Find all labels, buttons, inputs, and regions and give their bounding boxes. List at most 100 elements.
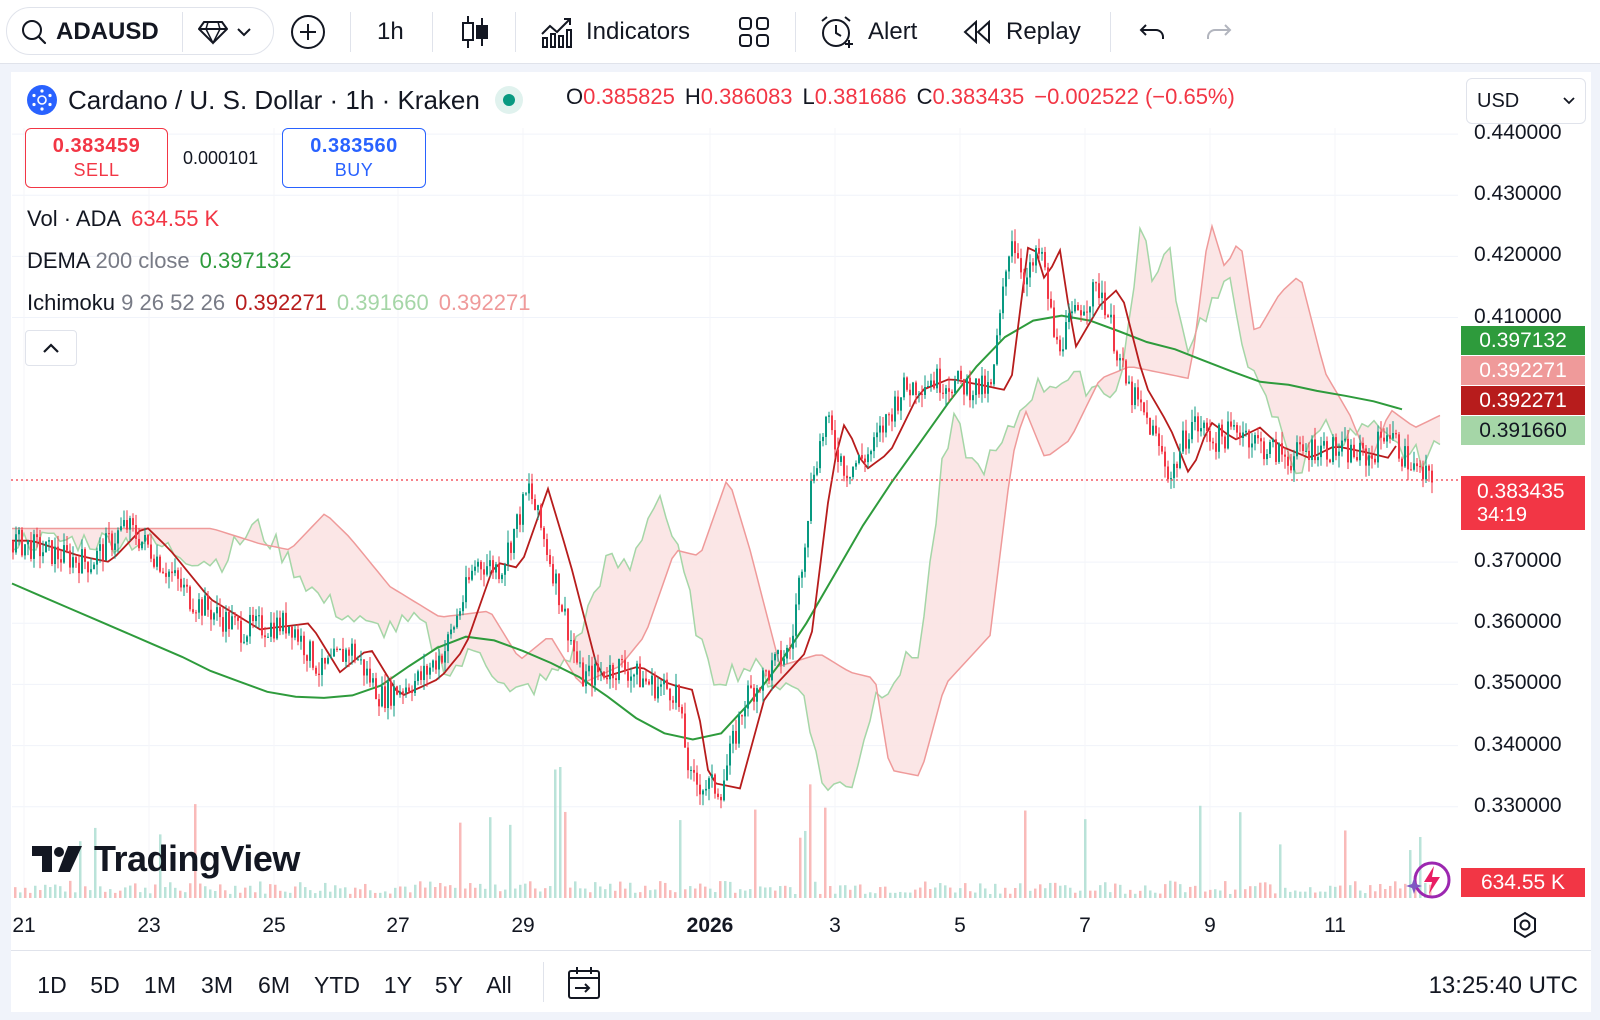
volume-bar bbox=[879, 887, 882, 898]
candle-body bbox=[1398, 434, 1400, 459]
range-button-5d[interactable]: 5D bbox=[90, 972, 120, 998]
candle-body bbox=[1074, 305, 1076, 312]
candle-body bbox=[429, 667, 431, 675]
candle-body bbox=[21, 529, 23, 556]
candle-body bbox=[966, 377, 968, 395]
interval-button[interactable]: 1h bbox=[377, 8, 404, 56]
last-price-tag: 0.383435 34:19 bbox=[1461, 476, 1585, 530]
ai-assistant-button[interactable] bbox=[1404, 860, 1452, 905]
volume-bar bbox=[529, 881, 532, 898]
volume-bar bbox=[164, 887, 167, 898]
indicators-button[interactable]: Indicators bbox=[540, 8, 690, 56]
candle-body bbox=[78, 562, 80, 574]
volume-bar bbox=[29, 892, 32, 898]
candle-body bbox=[555, 573, 557, 584]
range-button-all[interactable]: All bbox=[486, 972, 512, 998]
candle-body bbox=[804, 547, 806, 572]
candle-body bbox=[180, 578, 182, 588]
go-to-date-button[interactable] bbox=[567, 966, 601, 1005]
range-button-5y[interactable]: 5Y bbox=[434, 972, 464, 998]
candle-body bbox=[459, 611, 461, 616]
volume-bar bbox=[754, 809, 757, 898]
volume-legend[interactable]: Vol · ADA 634.55 K bbox=[27, 206, 220, 231]
volume-bar bbox=[354, 887, 357, 898]
volume-bar bbox=[439, 882, 442, 898]
volume-bar bbox=[509, 824, 512, 898]
replay-button[interactable]: Replay bbox=[962, 8, 1081, 56]
compare-gem-button[interactable] bbox=[198, 8, 252, 56]
candle-body bbox=[117, 530, 119, 544]
candle-body bbox=[1407, 446, 1409, 470]
candle-body bbox=[1083, 311, 1085, 316]
candle-body bbox=[927, 386, 929, 388]
templates-button[interactable] bbox=[738, 8, 770, 56]
range-button-1d[interactable]: 1D bbox=[37, 972, 67, 998]
volume-bar bbox=[49, 887, 52, 898]
candle-body bbox=[18, 529, 20, 535]
volume-bar bbox=[369, 890, 372, 898]
range-button-1m[interactable]: 1M bbox=[144, 972, 176, 998]
utc-clock[interactable]: 13:25:40 UTC bbox=[1428, 972, 1578, 999]
candle-body bbox=[1017, 253, 1019, 259]
candle-body bbox=[1278, 443, 1280, 462]
symbol-label: ADAUSD bbox=[56, 18, 159, 45]
volume-bar bbox=[1204, 891, 1207, 898]
candle-body bbox=[672, 700, 674, 703]
undo-button[interactable] bbox=[1138, 8, 1166, 56]
candle-body bbox=[783, 658, 785, 665]
volume-bar bbox=[349, 893, 352, 898]
add-symbol-button[interactable] bbox=[290, 8, 326, 56]
candle-body bbox=[510, 542, 512, 553]
volume-bar bbox=[569, 887, 572, 898]
candle-body bbox=[150, 544, 152, 559]
volume-bar bbox=[219, 884, 222, 898]
range-button-3m[interactable]: 3M bbox=[201, 972, 233, 998]
candle-body bbox=[453, 627, 455, 630]
range-button-6m[interactable]: 6M bbox=[258, 972, 290, 998]
chart-title[interactable]: Cardano / U. S. Dollar · 1h · Kraken bbox=[68, 84, 480, 115]
candle-body bbox=[114, 543, 116, 550]
symbol-search-button[interactable]: ADAUSD bbox=[20, 8, 159, 56]
candle-body bbox=[1014, 241, 1016, 254]
ichimoku-legend[interactable]: Ichimoku 9 26 52 26 0.392271 0.391660 0.… bbox=[27, 290, 531, 315]
volume-bar bbox=[1149, 890, 1152, 898]
buy-button[interactable]: 0.383560 BUY bbox=[282, 128, 426, 188]
sell-button[interactable]: 0.383459 SELL bbox=[25, 128, 168, 188]
collapse-legend-button[interactable] bbox=[25, 330, 77, 366]
candle-body bbox=[129, 518, 131, 530]
candle-body bbox=[108, 533, 110, 535]
volume-bar bbox=[89, 890, 92, 898]
volume-bar bbox=[1034, 888, 1037, 898]
range-button-1y[interactable]: 1Y bbox=[383, 972, 413, 998]
volume-bar bbox=[704, 886, 707, 898]
volume-bar bbox=[1349, 885, 1352, 898]
alert-button[interactable]: Alert bbox=[818, 8, 917, 56]
chart-settings-button[interactable] bbox=[1510, 910, 1540, 945]
volume-bar bbox=[1194, 885, 1197, 898]
volume-bar bbox=[1399, 888, 1402, 898]
volume-bar bbox=[964, 883, 967, 898]
candle-body bbox=[1020, 258, 1022, 273]
candle-body bbox=[813, 474, 815, 481]
redo-button[interactable] bbox=[1205, 8, 1233, 56]
volume-bar bbox=[1259, 882, 1262, 898]
candle-body bbox=[12, 540, 14, 553]
dema-legend[interactable]: DEMA 200 close 0.397132 bbox=[27, 248, 292, 273]
candle-body bbox=[240, 620, 242, 643]
search-icon bbox=[22, 20, 47, 45]
volume-bar bbox=[709, 888, 712, 898]
volume-bar bbox=[414, 884, 417, 898]
volume-bar bbox=[404, 886, 407, 898]
candle-body bbox=[681, 707, 683, 714]
chart-type-button[interactable] bbox=[460, 8, 490, 56]
volume-bar bbox=[544, 888, 547, 898]
candle-body bbox=[624, 659, 626, 672]
symbol-search-box[interactable] bbox=[6, 7, 274, 55]
volume-value: 634.55 K bbox=[131, 206, 220, 231]
currency-select[interactable]: USD bbox=[1466, 78, 1586, 124]
volume-bar bbox=[294, 886, 297, 898]
range-button-ytd[interactable]: YTD bbox=[314, 972, 360, 998]
candle-body bbox=[930, 380, 932, 387]
